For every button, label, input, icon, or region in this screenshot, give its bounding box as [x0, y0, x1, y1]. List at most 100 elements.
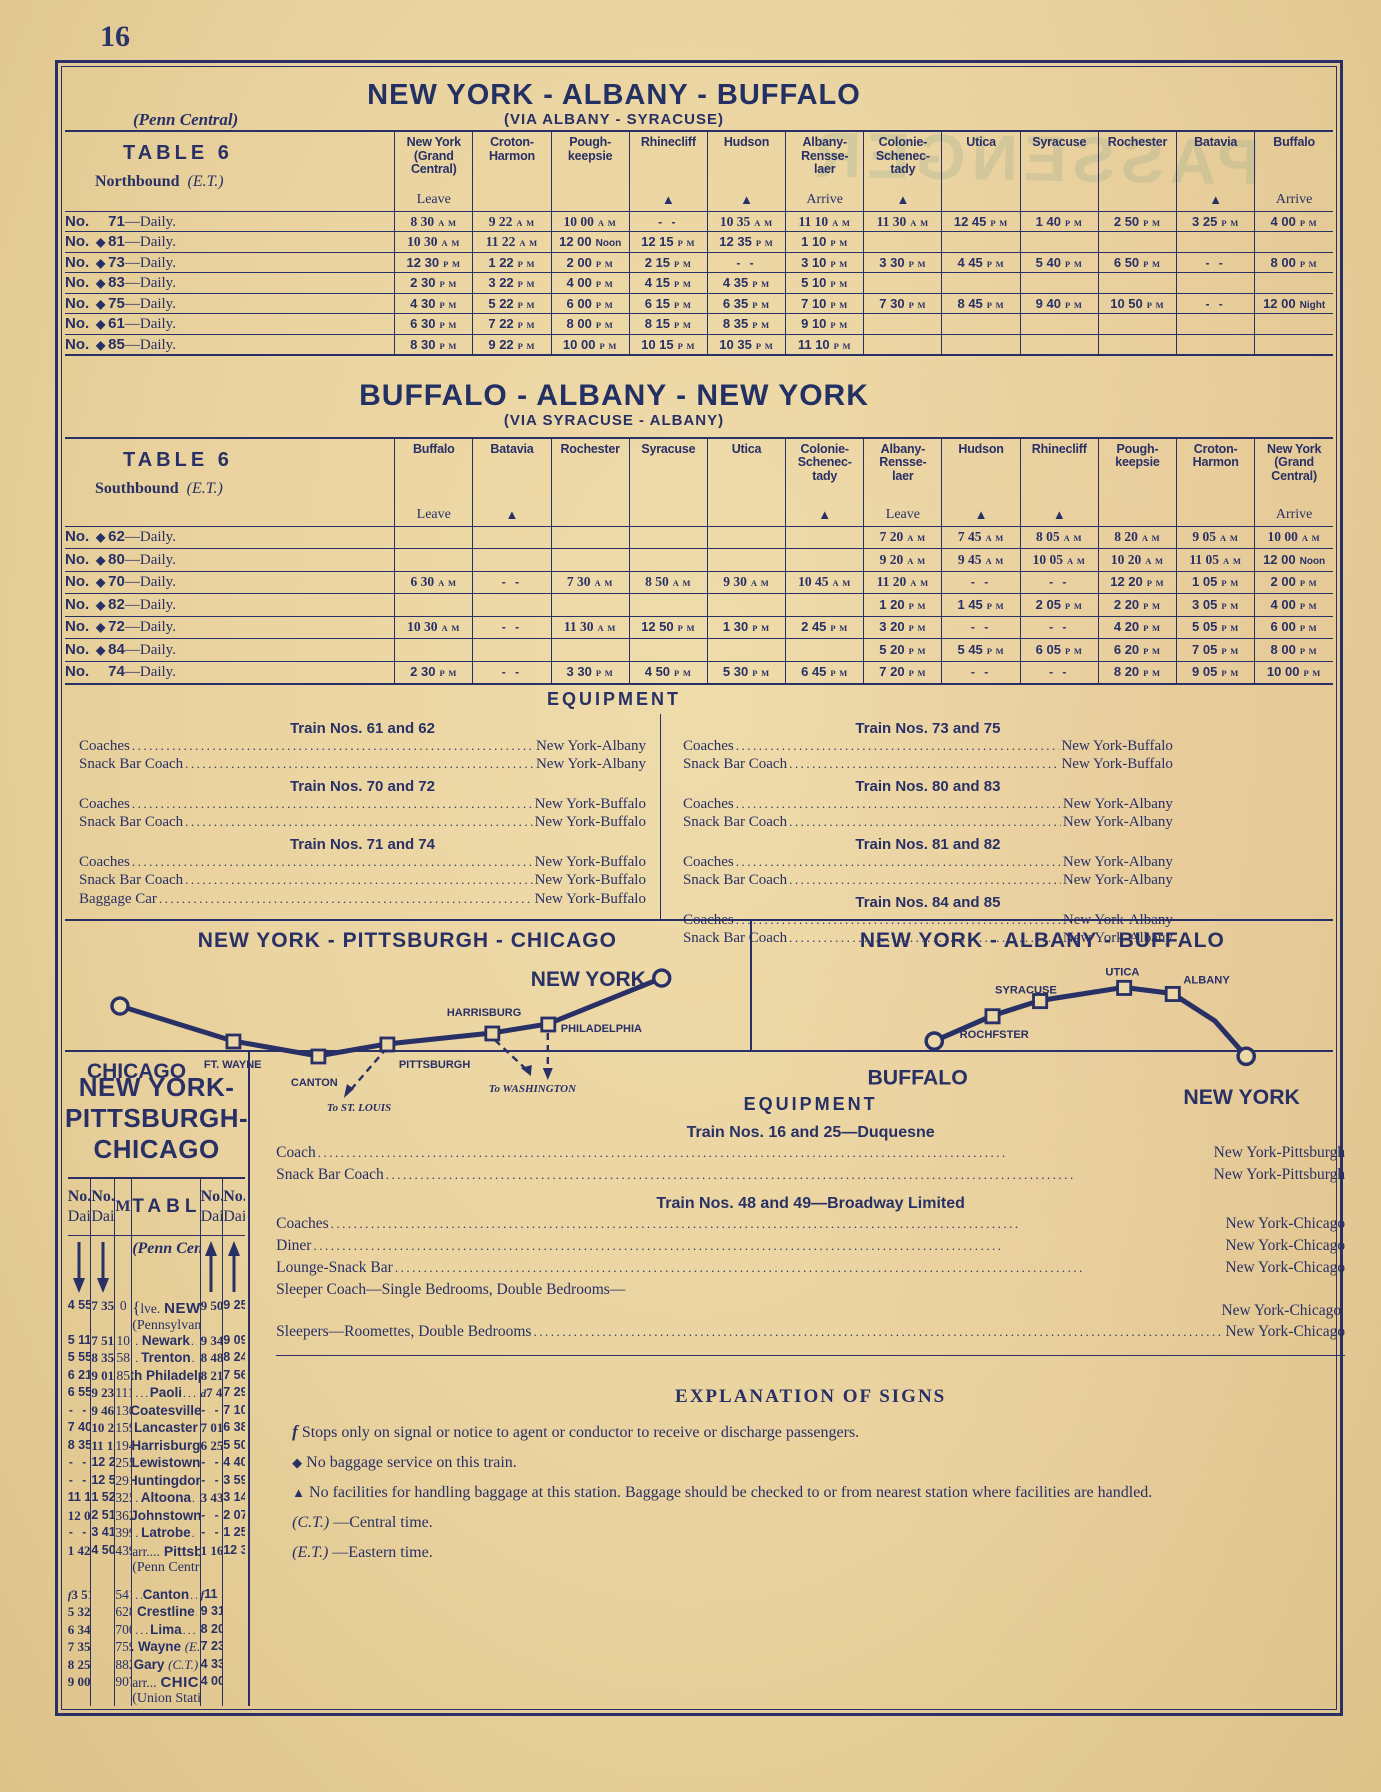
time-cell: [863, 272, 942, 294]
equipment-item-name: Coach: [276, 1143, 316, 1161]
train-number: No. ◆ 84: [65, 640, 125, 658]
train16-time-cell: [222, 1674, 246, 1706]
train16-time-cell: 3 59 P M: [222, 1472, 246, 1490]
no-baggage-diamond-icon: ◆: [96, 276, 106, 291]
equipment-item: Snack Bar Coach.........................…: [276, 1164, 1345, 1186]
equipment-item: Coaches.................................…: [276, 1213, 1345, 1235]
station-cell: ........................................…: [131, 1455, 201, 1473]
station-name: Harrisburg: [131, 1437, 201, 1453]
train16-time-cell: 9 09 P M: [222, 1332, 246, 1350]
time-cell: - -: [706, 252, 786, 273]
equipment-bottom: EQUIPMENT Train Nos. 16 and 25—Duquesne C…: [276, 1052, 1346, 1356]
no-baggage-diamond-icon: ◆: [96, 620, 106, 635]
train48-time-cell: - -: [199, 1507, 223, 1525]
train49-time-cell: - -: [68, 1473, 91, 1491]
train49-time-cell: 12 09 A M: [68, 1508, 91, 1526]
miles-cell: 159: [114, 1420, 132, 1438]
station-name: Pittsburgh: [163, 1542, 200, 1559]
train25-time-cell: 8 35 A M: [90, 1350, 115, 1368]
train-frequency: —Daily.: [124, 664, 176, 681]
time-value: 9 22: [488, 213, 513, 229]
equipment-item: Coaches.................................…: [79, 737, 646, 756]
time-cell: 5 22 P M: [472, 293, 552, 314]
train-number: No. 71: [65, 212, 125, 230]
time-value: 9 40: [1035, 295, 1061, 311]
time-cell: 3 10 P M: [785, 252, 864, 273]
station-cell: ........................................…: [131, 1385, 201, 1403]
southbound-header-section: BUFFALO - ALBANY - NEW YORK (VIA SYRACUS…: [65, 352, 1333, 437]
time-cell: - -: [941, 571, 1021, 594]
equipment-item-name: Coaches: [79, 737, 130, 754]
time-cell: 9 40 P M: [1019, 293, 1099, 314]
diagram-ny-pittsburgh-chicago: NEW YORK - PITTSBURGH - CHICAGO: [65, 920, 752, 1114]
station-time-row: 8 35 P M11 10 A M194....................…: [68, 1437, 246, 1455]
station-time-row: 5 55 P M8 35 A M58......................…: [68, 1350, 246, 1368]
time-cell: 8 00 P M: [550, 313, 630, 335]
train48-time-cell: 9 50 A M: [199, 1297, 223, 1333]
sign-symbol: (C.T.): [292, 1513, 330, 1531]
time-cell: [550, 638, 630, 662]
dot-leader: ........................................…: [135, 1587, 141, 1602]
bottom-section: NEW YORK-PITTSBURGH-CHICAGO No. 49DailyN…: [65, 1051, 1346, 1706]
dot-leader: ........................................…: [135, 1605, 136, 1620]
time-cell: [1019, 231, 1099, 253]
sign-explanation: f Stops only on signal or notice to agen…: [292, 1421, 860, 1441]
equipment-columns: Train Nos. 61 and 62 Coaches.............…: [65, 713, 1333, 946]
train-frequency: —Daily.: [124, 529, 176, 546]
time-value: 4 45: [957, 254, 983, 270]
train-number: No. ◆ 85: [65, 335, 125, 353]
time-cell: 10 50 P M: [1097, 293, 1177, 314]
time-cell: [941, 272, 1021, 294]
train-row: No. ◆ 72—Daily. 10 30 A M- -11 30 A M 12 50 …: [65, 616, 1333, 639]
equipment-group-title: Train Nos. 80 and 83: [855, 777, 1001, 795]
pittsburgh-station-marker: [379, 1036, 396, 1052]
station-cell: ........................................…: [131, 1332, 201, 1350]
time-value: 8 00: [1270, 641, 1296, 657]
time-cell: 5 40 P M: [1019, 252, 1099, 273]
time-value: 8 20: [1113, 664, 1140, 680]
equipment-item-route: New York-Buffalo: [534, 814, 646, 831]
time-cell: 9 22 P M: [472, 334, 552, 356]
time-cell: [1097, 231, 1177, 253]
time-cell: 2 20 P M: [1097, 593, 1177, 617]
time-cell: 8 50 A M: [628, 571, 708, 594]
dot-leader: ........................................…: [789, 930, 1061, 946]
dot-leader: ........................................…: [196, 1605, 197, 1620]
canton-label: CANTON: [291, 1077, 338, 1089]
time-value: 10 00: [1267, 529, 1298, 545]
time-value: 10 00: [1266, 664, 1300, 680]
station-name: Latrobe: [141, 1525, 191, 1540]
station-time-row: - -12 56 P M291.........................…: [68, 1472, 246, 1491]
time-value: 11 10: [91, 1437, 115, 1453]
time-value: 12 20: [1110, 574, 1143, 590]
time-cell: [550, 526, 630, 549]
equipment-item: Coaches.................................…: [79, 853, 646, 872]
flag-stop-prefix: d: [200, 1388, 207, 1400]
time-value: 8 25: [67, 1656, 91, 1672]
time-value: 2 07: [223, 1507, 246, 1522]
station-name: Ft. Wayne (E.T.): [133, 1639, 200, 1655]
train48-time-cell: 8 48 A M: [199, 1350, 223, 1368]
time-value: 3 22: [488, 275, 514, 291]
dot-leader: ........................................…: [385, 1166, 1076, 1182]
time-cell: 8 35 P M: [706, 313, 786, 335]
time-cell: 2 30 P M: [394, 661, 473, 685]
equipment-item: Coaches.................................…: [683, 737, 1173, 756]
time-cell: [1019, 313, 1099, 335]
time-cell: [706, 638, 786, 662]
time-cell: [785, 526, 864, 549]
station-column-header: Utica: [941, 130, 1021, 212]
leave-arrive-label: Arrive: [806, 191, 843, 207]
time-cell: 4 00 P M: [1254, 211, 1333, 232]
time-value: 1 45: [957, 596, 983, 612]
time-value: 4 55: [67, 1297, 91, 1312]
time-cell: - -: [1019, 661, 1099, 685]
no-stop-dashes: - -: [68, 1455, 90, 1469]
time-cell: 12 00 Noon: [550, 231, 630, 253]
time-cell: - -: [941, 616, 1021, 639]
station-name: Rochester: [1107, 134, 1168, 149]
dot-leader: ........................................…: [190, 1333, 197, 1348]
newyork-terminal-marker: [1236, 1045, 1256, 1066]
equipment-item: Coaches.................................…: [683, 853, 1173, 872]
station-name: Buffalo: [412, 441, 455, 456]
